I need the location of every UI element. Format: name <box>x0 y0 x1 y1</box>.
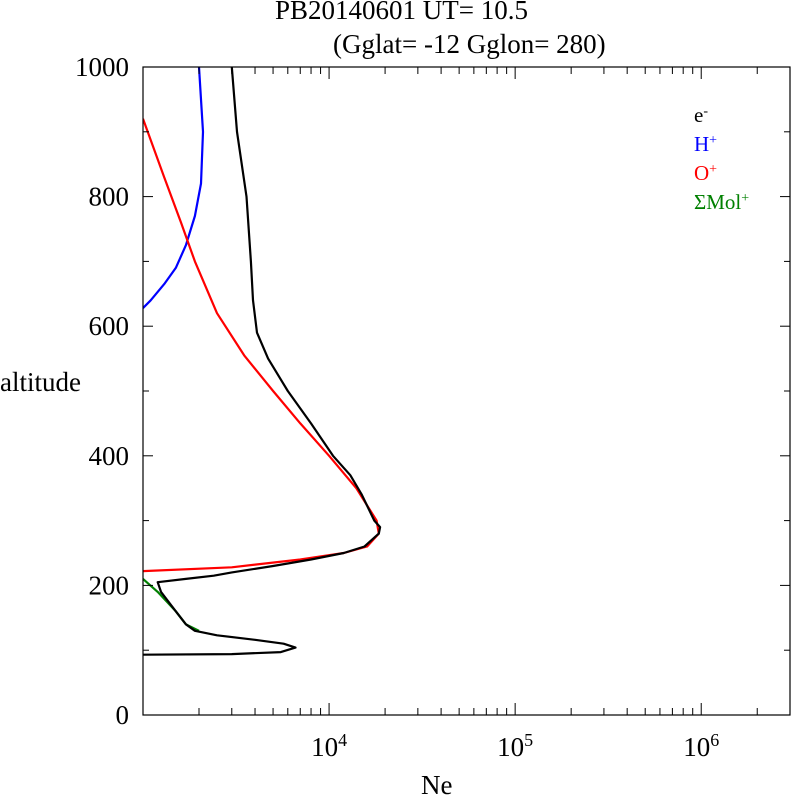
x-tick-label: 105 <box>497 730 533 762</box>
y-tick-label: 800 <box>89 182 130 212</box>
y-tick-label: 200 <box>89 570 130 600</box>
legend: e- H+ O+ ΣMol+ <box>694 103 749 214</box>
plot-frame <box>142 66 791 716</box>
legend-entry: O+ <box>694 161 717 185</box>
data-curves <box>143 67 382 656</box>
h-plus-curve <box>143 67 205 309</box>
legend-entry: H+ <box>694 132 717 156</box>
x-tick-label: 104 <box>311 730 347 762</box>
y-axis: 0 200 400 600 800 1000 <box>75 52 790 730</box>
legend-entry: ΣMol+ <box>694 190 749 214</box>
y-axis-label: altitude <box>0 367 81 397</box>
x-axis-label: Ne <box>421 770 452 796</box>
chart-title-line2: (Gglat= -12 Gglon= 280) <box>333 29 606 59</box>
x-axis: 104 105 106 <box>142 67 791 762</box>
y-tick-label: 0 <box>116 700 130 730</box>
electron-curve <box>143 67 382 656</box>
chart-title-line1: PB20140601 UT= 10.5 <box>275 0 528 25</box>
y-tick-label: 1000 <box>75 52 129 82</box>
y-tick-label: 600 <box>89 311 130 341</box>
y-tick-label: 400 <box>89 441 130 471</box>
legend-entry: e- <box>694 103 708 127</box>
x-tick-label: 106 <box>683 730 719 762</box>
o-plus-curve <box>143 118 380 573</box>
